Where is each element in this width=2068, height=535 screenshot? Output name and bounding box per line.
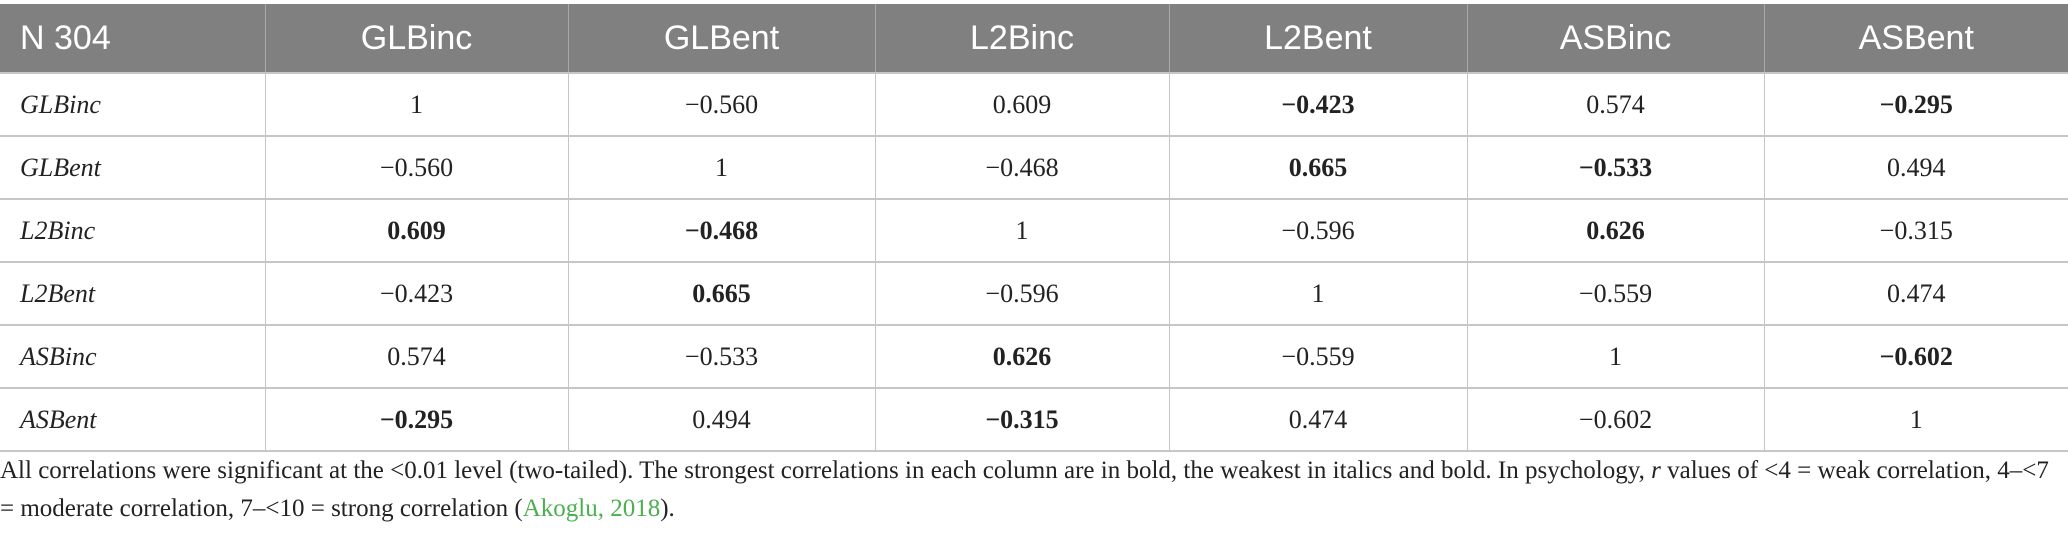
table-cell: 0.626 <box>874 324 1169 388</box>
row-label: GLBent <box>0 135 265 199</box>
row-label: L2Binc <box>0 198 265 262</box>
table-row: L2Bent −0.423 0.665 −0.596 1 −0.559 0.474 <box>0 261 2068 325</box>
header-cell: ASBinc <box>1466 4 1764 73</box>
table-cell: −0.315 <box>1763 198 2068 262</box>
table-row: GLBinc 1 −0.560 0.609 −0.423 0.574 −0.295 <box>0 72 2068 136</box>
table-cell: −0.533 <box>567 324 875 388</box>
header-cell-corner: N 304 <box>0 4 265 73</box>
table-cell: −0.559 <box>1466 261 1764 325</box>
correlation-table-container: N 304 GLBinc GLBent L2Binc L2Bent ASBinc… <box>0 4 2068 452</box>
table-row: L2Binc 0.609 −0.468 1 −0.596 0.626 −0.315 <box>0 198 2068 262</box>
table-cell: 0.474 <box>1168 387 1467 452</box>
table-cell: −0.533 <box>1466 135 1764 199</box>
table-cell: 1 <box>1763 387 2068 452</box>
table-cell: −0.315 <box>874 387 1169 452</box>
citation-link[interactable]: Akoglu, 2018 <box>522 495 661 522</box>
header-cell: GLBinc <box>264 4 568 73</box>
row-label: ASBent <box>0 387 265 452</box>
table-cell: −0.468 <box>874 135 1169 199</box>
table-cell: 0.665 <box>567 261 875 325</box>
table-cell: −0.295 <box>264 387 568 452</box>
header-row: N 304 GLBinc GLBent L2Binc L2Bent ASBinc… <box>0 4 2068 73</box>
table-cell: 0.609 <box>264 198 568 262</box>
header-cell: GLBent <box>567 4 875 73</box>
correlation-table: N 304 GLBinc GLBent L2Binc L2Bent ASBinc… <box>0 4 2068 452</box>
table-cell: −0.602 <box>1763 324 2068 388</box>
table-cell: 1 <box>1168 261 1467 325</box>
row-label: ASBinc <box>0 324 265 388</box>
header-cell: ASBent <box>1763 4 2068 73</box>
table-cell: −0.468 <box>567 198 875 262</box>
table-cell: 0.574 <box>1466 72 1764 136</box>
table-cell: 0.494 <box>567 387 875 452</box>
table-cell: 1 <box>1466 324 1764 388</box>
table-cell: −0.602 <box>1466 387 1764 452</box>
table-row: GLBent −0.560 1 −0.468 0.665 −0.533 0.494 <box>0 135 2068 199</box>
table-cell: 0.609 <box>874 72 1169 136</box>
table-cell: 0.474 <box>1763 261 2068 325</box>
footnote-text: All correlations were significant at the… <box>0 457 1652 484</box>
row-label: GLBinc <box>0 72 265 136</box>
table-cell: 0.494 <box>1763 135 2068 199</box>
table-cell: −0.560 <box>264 135 568 199</box>
table-cell: −0.423 <box>264 261 568 325</box>
table-cell: −0.295 <box>1763 72 2068 136</box>
footnote-r-symbol: r <box>1651 457 1661 484</box>
table-cell: −0.560 <box>567 72 875 136</box>
table-row: ASBinc 0.574 −0.533 0.626 −0.559 1 −0.602 <box>0 324 2068 388</box>
table-cell: 0.626 <box>1466 198 1764 262</box>
table-row: ASBent −0.295 0.494 −0.315 0.474 −0.602 1 <box>0 387 2068 452</box>
table-cell: −0.559 <box>1168 324 1467 388</box>
table-cell: 1 <box>567 135 875 199</box>
header-cell: L2Binc <box>874 4 1169 73</box>
table-cell: 0.665 <box>1168 135 1467 199</box>
table-cell: −0.423 <box>1168 72 1467 136</box>
footnote-text: ). <box>660 495 675 522</box>
table-cell: 0.574 <box>264 324 568 388</box>
row-label: L2Bent <box>0 261 265 325</box>
table-cell: 1 <box>874 198 1169 262</box>
footnote-text: values of <4 = weak correlation, 4–<7 = … <box>0 457 2049 522</box>
table-cell: 1 <box>264 72 568 136</box>
header-cell: L2Bent <box>1168 4 1467 73</box>
table-cell: −0.596 <box>874 261 1169 325</box>
table-cell: −0.596 <box>1168 198 1467 262</box>
table-footnote: All correlations were significant at the… <box>0 452 2060 528</box>
